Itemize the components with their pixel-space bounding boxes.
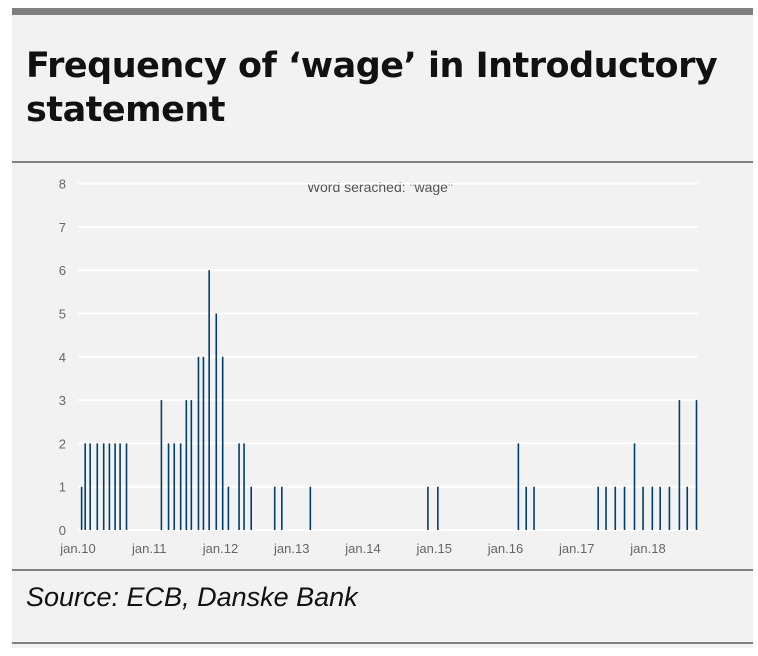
source-divider-bottom — [12, 642, 753, 644]
bar — [517, 443, 520, 530]
y-tick-label: 2 — [59, 436, 66, 451]
y-tick-label: 0 — [59, 523, 66, 538]
x-tick-label: jan.17 — [558, 541, 594, 556]
bar — [84, 443, 86, 530]
y-tick-label: 7 — [59, 220, 66, 235]
x-tick-label: jan.15 — [416, 541, 452, 556]
bar — [89, 443, 91, 530]
bar — [102, 443, 105, 530]
bar — [227, 486, 230, 530]
x-tick-label: jan.11 — [131, 541, 166, 556]
bar — [281, 486, 283, 530]
bar — [208, 270, 210, 530]
chart-title: Frequency of ‘wage’ in Introductory stat… — [26, 46, 718, 130]
bar — [185, 400, 188, 530]
x-tick-label: jan.13 — [273, 541, 309, 556]
bar — [437, 486, 439, 530]
bar — [125, 443, 128, 530]
bar — [309, 486, 312, 530]
bar — [238, 443, 240, 530]
y-tick-label: 6 — [59, 263, 66, 278]
bar — [160, 400, 163, 530]
bar — [659, 486, 661, 530]
bar — [108, 443, 111, 530]
bar — [80, 486, 83, 530]
bar — [215, 313, 218, 530]
bar — [525, 486, 528, 530]
bar — [678, 400, 681, 530]
x-tick-label: jan.18 — [629, 541, 665, 556]
bar — [427, 486, 429, 530]
bar — [623, 486, 626, 530]
bar — [651, 486, 654, 530]
y-tick-label: 4 — [59, 350, 66, 365]
y-tick-label: 3 — [59, 393, 66, 408]
bar — [605, 486, 607, 530]
bar — [597, 486, 599, 530]
bar — [695, 400, 698, 530]
bar — [533, 486, 535, 530]
bar — [614, 486, 617, 530]
bar — [202, 356, 205, 530]
bar — [642, 486, 644, 530]
x-tick-label: jan.16 — [487, 541, 523, 556]
y-tick-label: 1 — [59, 480, 66, 495]
bar — [668, 486, 671, 530]
bar — [250, 486, 252, 530]
bar — [273, 486, 276, 530]
y-tick-label: 8 — [59, 177, 66, 192]
bar — [633, 443, 636, 530]
source-divider-top — [12, 569, 753, 571]
title-divider — [12, 161, 753, 163]
chart-subtitle: Word serached: "wage" — [307, 179, 453, 195]
bar — [243, 443, 245, 530]
bar — [190, 400, 193, 530]
x-tick-label: jan.14 — [344, 541, 380, 556]
bar — [197, 356, 200, 530]
chart-panel — [12, 8, 753, 648]
bar — [167, 443, 170, 530]
bar — [114, 443, 116, 530]
top-accent-bar — [12, 8, 753, 15]
x-tick-label: jan.12 — [202, 541, 238, 556]
bar — [686, 486, 689, 530]
bar — [96, 443, 99, 530]
bar — [221, 356, 224, 530]
bar — [179, 443, 182, 530]
bar — [119, 443, 121, 530]
source-note: Source: ECB, Danske Bank — [26, 582, 358, 612]
y-tick-label: 5 — [59, 307, 66, 322]
bar — [173, 443, 176, 530]
x-tick-label: jan.10 — [59, 541, 95, 556]
